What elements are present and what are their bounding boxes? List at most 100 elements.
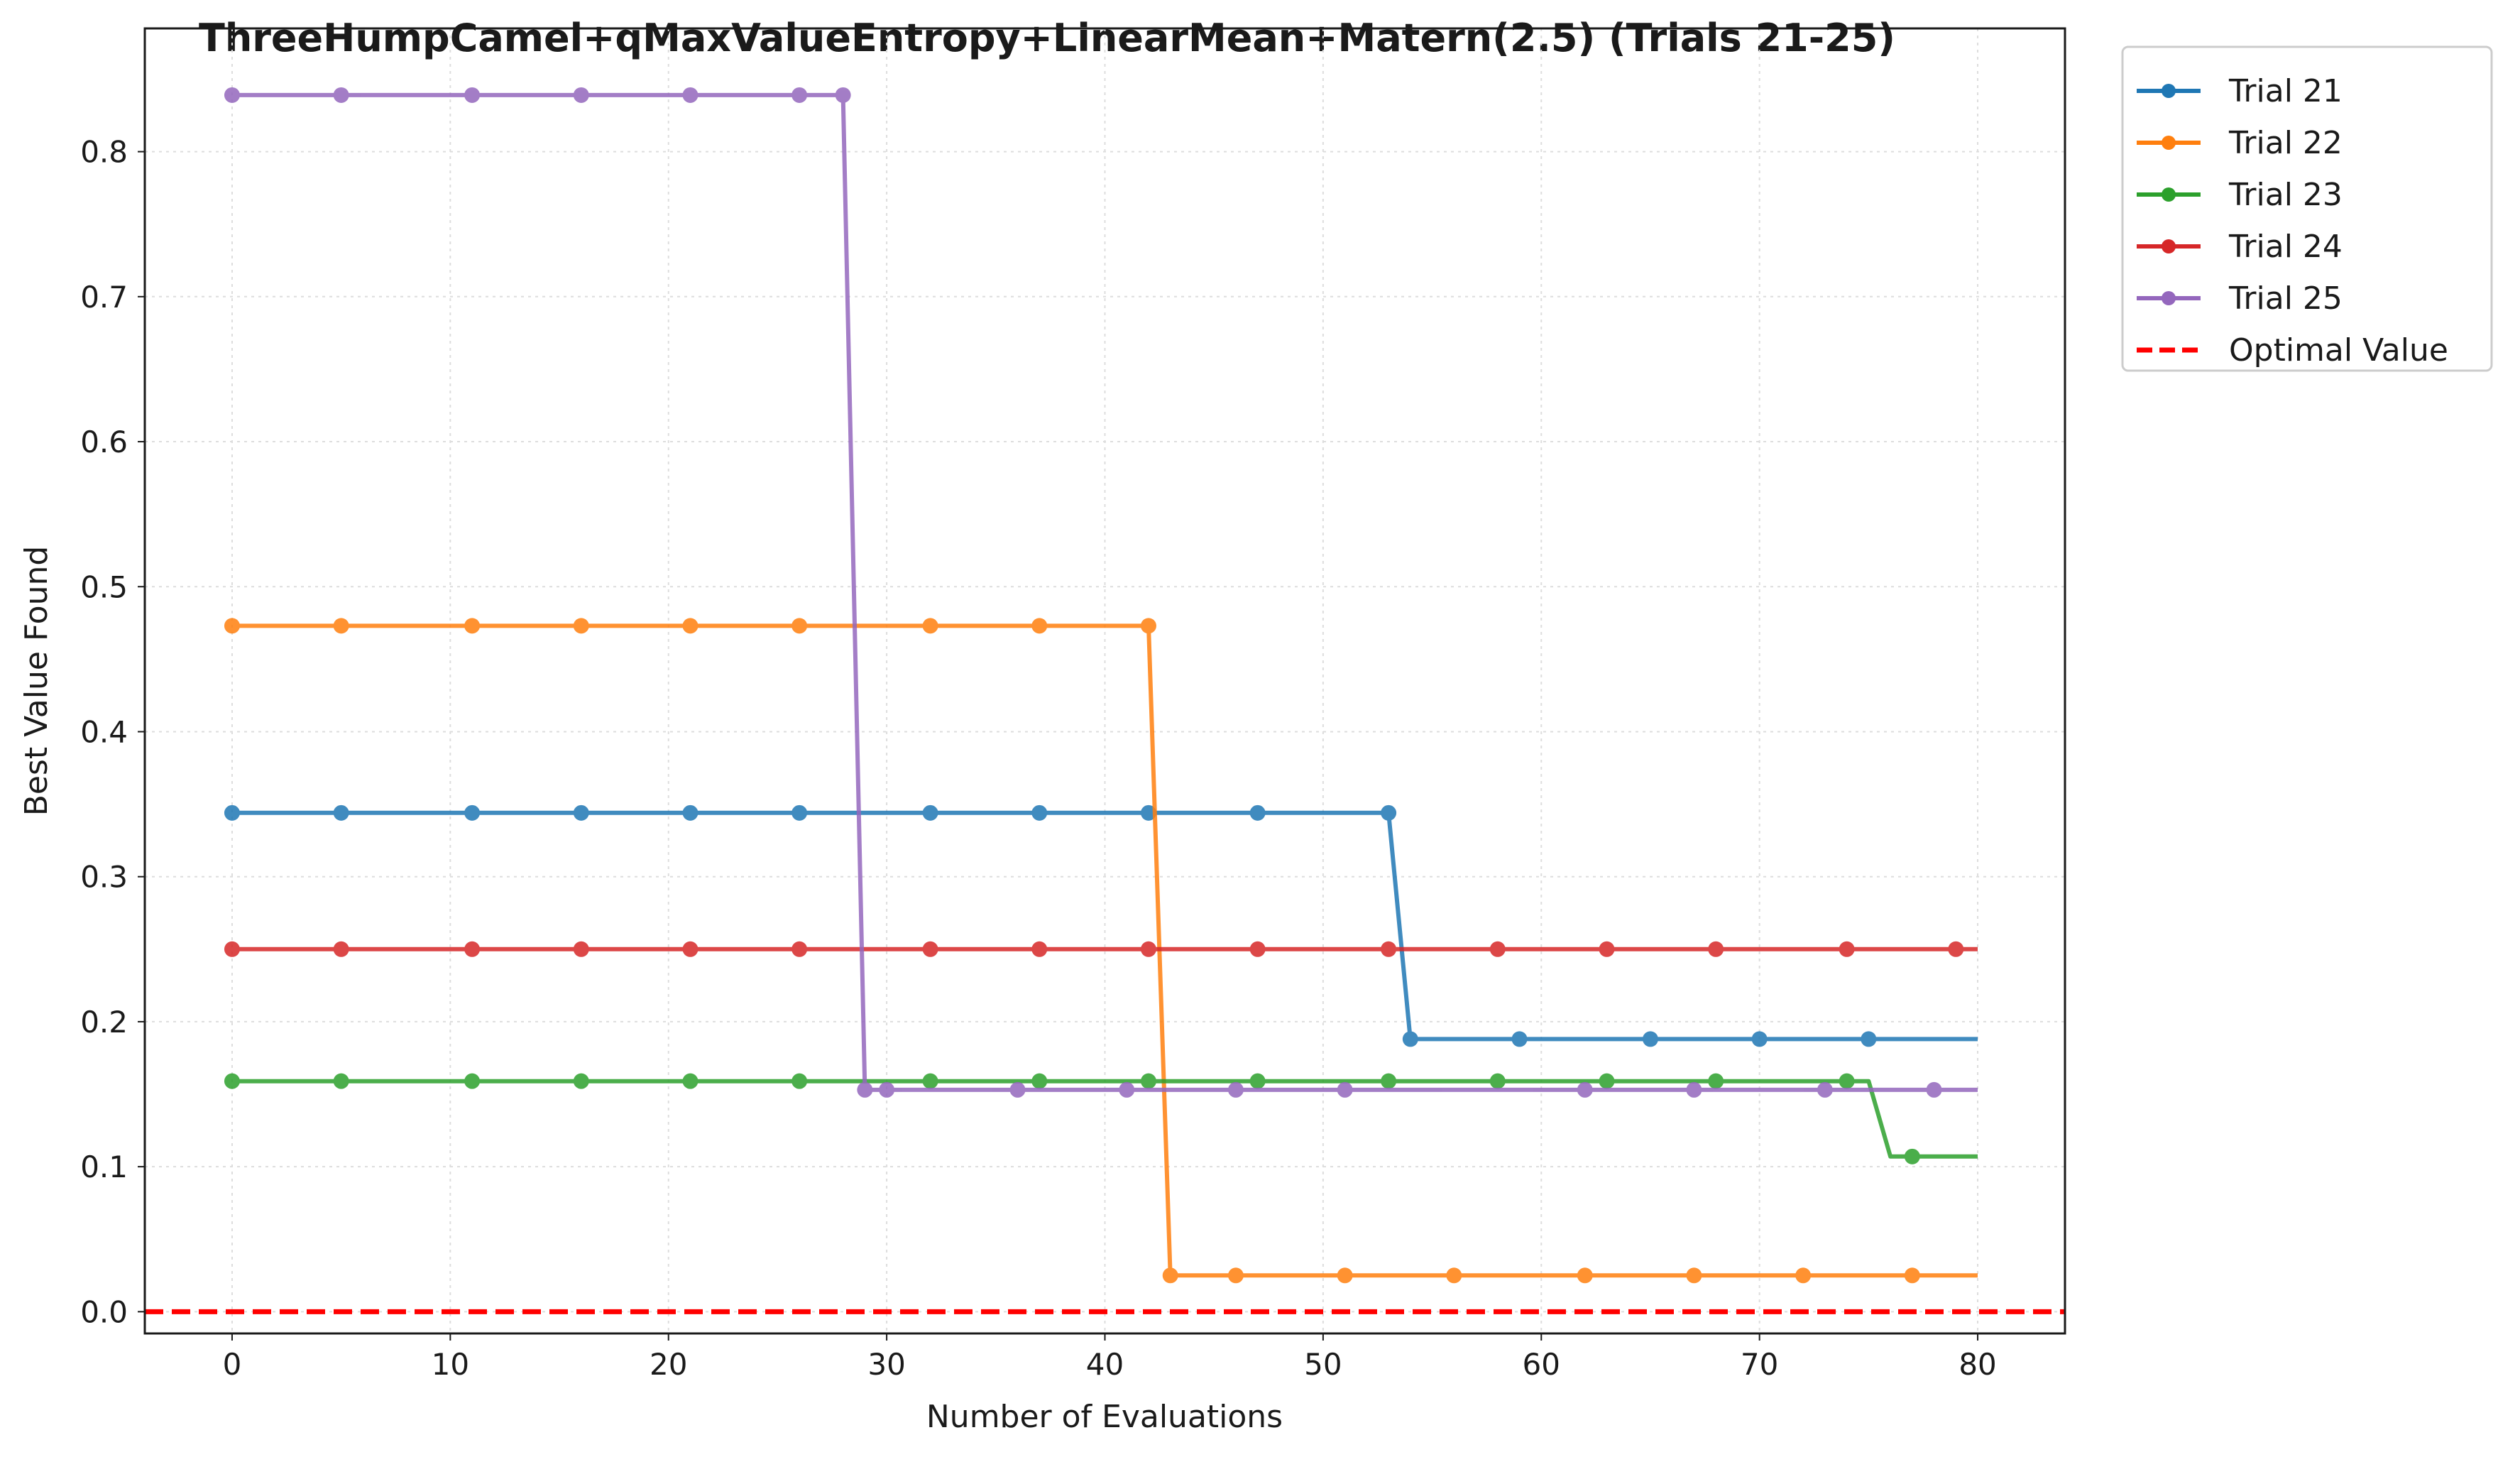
data-point (791, 804, 808, 821)
data-point (464, 941, 481, 957)
x-tick-label: 60 (1523, 1347, 1560, 1382)
data-point (1009, 1081, 1026, 1098)
data-point (1751, 1031, 1768, 1047)
data-point (835, 87, 851, 103)
data-point (464, 1073, 481, 1089)
legend-item: Trial 24 (2137, 229, 2343, 265)
data-point (1140, 941, 1156, 957)
data-point (879, 1081, 895, 1098)
x-tick-label: 40 (1086, 1347, 1124, 1382)
legend-label: Optimal Value (2229, 332, 2448, 369)
series-1 (224, 804, 1978, 1047)
data-point (333, 618, 349, 634)
x-axis-label: Number of Evaluations (926, 1399, 1283, 1435)
data-point (1381, 804, 1397, 821)
data-point (1249, 804, 1266, 821)
data-point (1839, 1073, 1855, 1089)
data-point (1140, 1073, 1156, 1089)
data-point (1140, 804, 1156, 821)
data-point (1686, 1081, 1702, 1098)
data-point (573, 941, 589, 957)
data-point (464, 804, 481, 821)
data-point (791, 87, 808, 103)
data-point (1489, 1073, 1506, 1089)
data-point (1031, 804, 1048, 821)
data-point (224, 1073, 240, 1089)
y-tick-label: 0.4 (80, 714, 128, 749)
series-line (232, 92, 1978, 1092)
data-point (1031, 941, 1048, 957)
legend-marker (2162, 187, 2176, 202)
data-point (1904, 1267, 1920, 1284)
y-tick-label: 0.1 (80, 1150, 128, 1184)
data-point (464, 87, 481, 103)
data-point (573, 1073, 589, 1089)
data-point (333, 1073, 349, 1089)
series-layer (224, 87, 1978, 1284)
legend-marker (2162, 136, 2176, 150)
data-point (1249, 941, 1266, 957)
x-tick-label: 80 (1959, 1347, 1996, 1382)
legend-item: Trial 25 (2137, 280, 2343, 317)
data-point (1031, 1073, 1048, 1089)
data-point (1249, 1073, 1266, 1089)
data-point (1861, 1031, 1877, 1047)
grid (145, 28, 2065, 1333)
y-tick-label: 0.6 (80, 425, 128, 459)
data-point (1511, 1031, 1528, 1047)
y-tick-label: 0.2 (80, 1005, 128, 1039)
data-point (1446, 1267, 1462, 1284)
x-tick-label: 70 (1741, 1347, 1778, 1382)
legend-label: Trial 21 (2228, 73, 2343, 109)
x-tick-label: 50 (1304, 1347, 1342, 1382)
data-point (922, 1073, 938, 1089)
data-point (333, 87, 349, 103)
y-tick-label: 0.8 (80, 135, 128, 170)
data-point (1839, 941, 1855, 957)
y-tick-label: 0.5 (80, 569, 128, 604)
data-point (682, 941, 699, 957)
data-point (1577, 1267, 1593, 1284)
data-point (464, 618, 481, 634)
data-point (333, 941, 349, 957)
legend-item: Optimal Value (2137, 332, 2448, 369)
chart-title: ThreeHumpCamel+qMaxValueEntropy+LinearMe… (199, 16, 1895, 60)
data-point (1031, 618, 1048, 634)
data-point (1227, 1081, 1244, 1098)
data-point (857, 1081, 873, 1098)
data-point (1381, 1073, 1397, 1089)
data-point (1489, 941, 1506, 957)
series-line (232, 1079, 1978, 1159)
data-point (573, 87, 589, 103)
data-point (224, 941, 240, 957)
x-tick-label: 0 (223, 1347, 242, 1382)
data-point (682, 804, 699, 821)
legend-marker (2162, 239, 2176, 253)
data-point (1337, 1267, 1353, 1284)
data-point (1708, 941, 1724, 957)
y-axis-label: Best Value Found (18, 546, 55, 817)
legend-label: Trial 22 (2228, 125, 2343, 161)
data-point (224, 87, 240, 103)
data-point (791, 1073, 808, 1089)
data-point (1817, 1081, 1833, 1098)
series-line (232, 810, 1978, 1042)
x-tick-label: 20 (650, 1347, 687, 1382)
data-point (682, 1073, 699, 1089)
data-point (682, 87, 699, 103)
data-point (1599, 941, 1615, 957)
data-point (1227, 1267, 1244, 1284)
data-point (1577, 1081, 1593, 1098)
series-3 (224, 1073, 1978, 1164)
data-point (333, 804, 349, 821)
data-point (1402, 1031, 1418, 1047)
data-point (791, 618, 808, 634)
legend-label: Trial 25 (2228, 280, 2343, 317)
y-tick-label: 0.3 (80, 860, 128, 895)
legend-label: Trial 23 (2228, 177, 2343, 213)
legend: Trial 21 Trial 22 Trial 23 Trial 24 Trial 25… (2121, 45, 2493, 372)
data-point (1926, 1081, 1942, 1098)
y-tick-label: 0.7 (80, 280, 128, 315)
data-point (1904, 1148, 1920, 1164)
data-point (1162, 1267, 1178, 1284)
